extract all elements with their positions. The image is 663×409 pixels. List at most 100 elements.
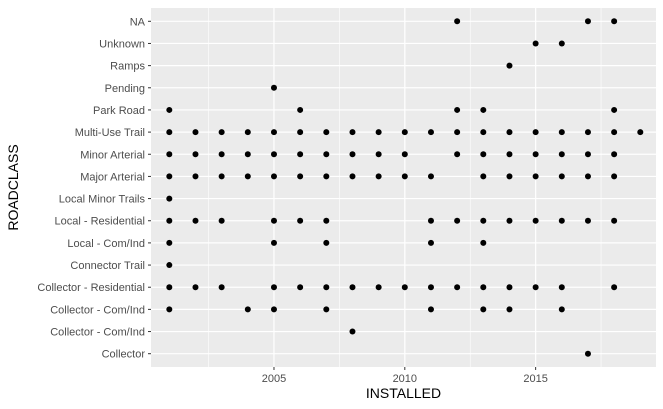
data-point [532, 151, 539, 158]
data-point [584, 18, 591, 25]
data-point [506, 151, 513, 158]
data-point [558, 306, 565, 313]
data-point [611, 18, 618, 25]
y-tick-label: Collector - Com/Ind [50, 327, 145, 339]
data-point [270, 217, 277, 224]
y-tick-label: Ramps [110, 61, 145, 73]
data-point [270, 284, 277, 291]
data-point [218, 173, 225, 180]
data-point [480, 306, 487, 313]
data-point [323, 306, 330, 313]
data-point [166, 262, 173, 269]
data-point [558, 151, 565, 158]
data-point [454, 151, 461, 158]
data-point [349, 151, 356, 158]
data-point [192, 129, 199, 136]
data-point [454, 106, 461, 113]
data-point [375, 129, 382, 136]
data-point [349, 284, 356, 291]
data-point [480, 217, 487, 224]
data-point [323, 151, 330, 158]
data-point [611, 151, 618, 158]
y-tick-label: Local - Com/Ind [67, 238, 145, 250]
y-tick-label: Connector Trail [70, 260, 145, 272]
data-point [454, 217, 461, 224]
data-point [349, 328, 356, 335]
data-point [506, 306, 513, 313]
data-point [323, 239, 330, 246]
y-axis-title: ROADCLASS [5, 144, 21, 230]
data-point [558, 40, 565, 47]
data-point [218, 151, 225, 158]
x-tick-label: 2005 [262, 373, 286, 385]
data-point [192, 284, 199, 291]
data-point [270, 151, 277, 158]
y-tick-label: Local - Residential [55, 216, 146, 228]
data-point [480, 129, 487, 136]
data-point [611, 173, 618, 180]
data-point [532, 284, 539, 291]
data-point [454, 284, 461, 291]
data-point [584, 217, 591, 224]
data-points [166, 18, 644, 357]
data-point [558, 129, 565, 136]
data-point [166, 173, 173, 180]
data-point [270, 84, 277, 91]
data-point [297, 129, 304, 136]
data-point [532, 173, 539, 180]
data-point [297, 151, 304, 158]
y-tick-label: Unknown [99, 38, 145, 50]
data-point [611, 129, 618, 136]
y-tick-label: Collector - Residential [37, 282, 145, 294]
data-point [323, 284, 330, 291]
data-point [323, 217, 330, 224]
data-point [480, 106, 487, 113]
data-point [166, 284, 173, 291]
data-point [218, 284, 225, 291]
x-axis-title: INSTALLED [366, 385, 441, 401]
data-point [427, 306, 434, 313]
data-point [375, 151, 382, 158]
data-point [270, 173, 277, 180]
data-point [270, 239, 277, 246]
data-point [166, 306, 173, 313]
data-point [427, 239, 434, 246]
data-point [323, 129, 330, 136]
data-point [401, 173, 408, 180]
data-point [270, 306, 277, 313]
data-point [506, 62, 513, 69]
data-point [244, 173, 251, 180]
data-point [480, 239, 487, 246]
data-point [297, 217, 304, 224]
data-point [584, 129, 591, 136]
data-point [480, 284, 487, 291]
data-point [480, 151, 487, 158]
data-point [192, 151, 199, 158]
data-point [584, 151, 591, 158]
data-point [166, 129, 173, 136]
y-tick-label: Pending [105, 83, 145, 95]
data-point [480, 173, 487, 180]
data-point [192, 217, 199, 224]
panel-background [151, 8, 656, 367]
data-point [454, 18, 461, 25]
data-point [506, 129, 513, 136]
y-axis-ticks: Collector Collector - Com/Ind Collector - … [37, 16, 151, 361]
y-tick-label: Major Arterial [80, 171, 145, 183]
data-point [506, 284, 513, 291]
data-point [506, 173, 513, 180]
data-point [611, 106, 618, 113]
x-tick-label: 2015 [523, 373, 547, 385]
data-point [558, 217, 565, 224]
data-point [427, 129, 434, 136]
data-point [349, 173, 356, 180]
y-tick-label: Park Road [93, 105, 145, 117]
data-point [375, 173, 382, 180]
data-point [611, 284, 618, 291]
data-point [297, 284, 304, 291]
data-point [427, 173, 434, 180]
x-tick-label: 2010 [393, 373, 417, 385]
data-point [166, 239, 173, 246]
data-point [349, 129, 356, 136]
y-tick-label: Local Minor Trails [59, 194, 146, 206]
